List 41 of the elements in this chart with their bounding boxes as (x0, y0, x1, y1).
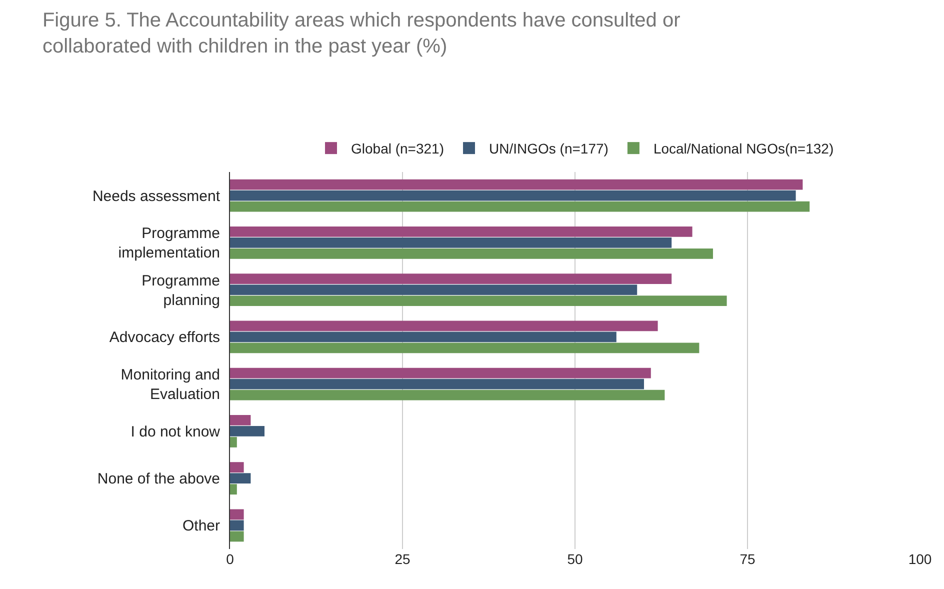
bar (230, 462, 244, 473)
bar (230, 531, 244, 542)
bar (230, 237, 672, 248)
bar (230, 296, 727, 306)
bar (230, 342, 700, 354)
bar (230, 201, 810, 212)
x-tick-label: 25 (394, 551, 410, 567)
legend-label: Local/National NGOs(n=132) (653, 140, 834, 157)
bar (230, 390, 665, 400)
bar (230, 248, 713, 259)
bar (230, 436, 237, 448)
y-tick-label: Monitoring and Evaluation (120, 366, 220, 404)
x-tick-label: 75 (740, 551, 756, 567)
y-tick-label: Needs assessment (92, 188, 221, 205)
bar (230, 473, 251, 484)
y-tick-label: None of the above (97, 470, 220, 488)
bar (230, 414, 251, 426)
legend-label: UN/INGOs (n=177) (489, 140, 608, 157)
bar (230, 274, 672, 284)
bar (230, 284, 638, 296)
bar (230, 320, 658, 332)
y-tick-label: Programme planning (142, 272, 220, 309)
y-tick-label: Programme implementation (118, 225, 220, 262)
chart-title: Figure 5. The Accountability areas which respondents have consulted or collaborated with children in the past year (%) (42, 10, 681, 58)
bar (230, 484, 237, 495)
legend-label: Global (n=321) (351, 140, 444, 157)
bar (230, 378, 644, 390)
bar (230, 226, 692, 237)
bar (230, 426, 264, 436)
bar (230, 509, 244, 520)
x-tick-label: 100 (908, 551, 932, 567)
bar (230, 179, 803, 190)
y-tick-label: Advocacy efforts (109, 329, 220, 346)
bar (230, 332, 616, 342)
bar (230, 368, 651, 378)
bar (230, 190, 796, 201)
x-tick-label: 0 (226, 551, 234, 567)
y-tick-label: Other (182, 518, 220, 535)
x-tick-label: 50 (567, 551, 583, 567)
bar (230, 520, 244, 531)
y-tick-label: I do not know (130, 423, 220, 440)
